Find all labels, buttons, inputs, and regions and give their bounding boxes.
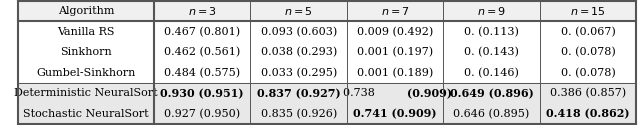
Text: Stochastic NeuralSort: Stochastic NeuralSort [23, 109, 148, 119]
Text: 0.386 (0.857): 0.386 (0.857) [550, 88, 626, 99]
Text: 0.001 (0.197): 0.001 (0.197) [357, 47, 433, 57]
Text: Algorithm: Algorithm [58, 6, 114, 16]
Text: 0. (0.113): 0. (0.113) [464, 26, 519, 37]
Bar [18, 83, 636, 104]
Text: 0.930 (0.951): 0.930 (0.951) [161, 88, 244, 99]
Text: $n = 15$: $n = 15$ [570, 5, 606, 17]
Text: 0.738: 0.738 [343, 88, 378, 98]
Text: 0. (0.067): 0. (0.067) [561, 26, 616, 37]
Text: 0.646 (0.895): 0.646 (0.895) [453, 109, 530, 119]
Text: (0.909): (0.909) [407, 88, 452, 99]
Text: 0. (0.078): 0. (0.078) [561, 47, 616, 57]
Bar [18, 104, 636, 124]
Text: 0.009 (0.492): 0.009 (0.492) [357, 26, 433, 37]
Text: 0.835 (0.926): 0.835 (0.926) [260, 109, 337, 119]
Text: Gumbel-Sinkhorn: Gumbel-Sinkhorn [36, 68, 136, 78]
Bar [18, 21, 636, 42]
Text: $n = 9$: $n = 9$ [477, 5, 506, 17]
Text: 0.038 (0.293): 0.038 (0.293) [260, 47, 337, 57]
Text: 0.033 (0.295): 0.033 (0.295) [260, 68, 337, 78]
Bar [18, 62, 636, 83]
Text: 0.001 (0.189): 0.001 (0.189) [357, 68, 433, 78]
Text: 0.927 (0.950): 0.927 (0.950) [164, 109, 240, 119]
Bar [18, 42, 636, 62]
Text: 0.418 (0.862): 0.418 (0.862) [547, 108, 630, 120]
Bar [18, 1, 636, 21]
Text: 0.093 (0.603): 0.093 (0.603) [260, 26, 337, 37]
Text: Vanilla RS: Vanilla RS [57, 27, 115, 37]
Text: 0. (0.078): 0. (0.078) [561, 68, 616, 78]
Text: 0.649 (0.896): 0.649 (0.896) [450, 88, 533, 99]
Text: $n = 3$: $n = 3$ [188, 5, 216, 17]
Text: 0.837 (0.927): 0.837 (0.927) [257, 88, 340, 99]
Text: 0. (0.146): 0. (0.146) [464, 68, 519, 78]
Text: $n = 5$: $n = 5$ [284, 5, 313, 17]
Text: 0.484 (0.575): 0.484 (0.575) [164, 68, 240, 78]
Text: 0.741 (0.909): 0.741 (0.909) [353, 108, 437, 120]
Text: 0.467 (0.801): 0.467 (0.801) [164, 26, 240, 37]
Text: $n = 7$: $n = 7$ [381, 5, 410, 17]
Text: Deterministic NeuralSort: Deterministic NeuralSort [14, 88, 158, 98]
Text: Sinkhorn: Sinkhorn [60, 47, 112, 57]
Text: 0.462 (0.561): 0.462 (0.561) [164, 47, 241, 57]
Text: 0. (0.143): 0. (0.143) [464, 47, 519, 57]
